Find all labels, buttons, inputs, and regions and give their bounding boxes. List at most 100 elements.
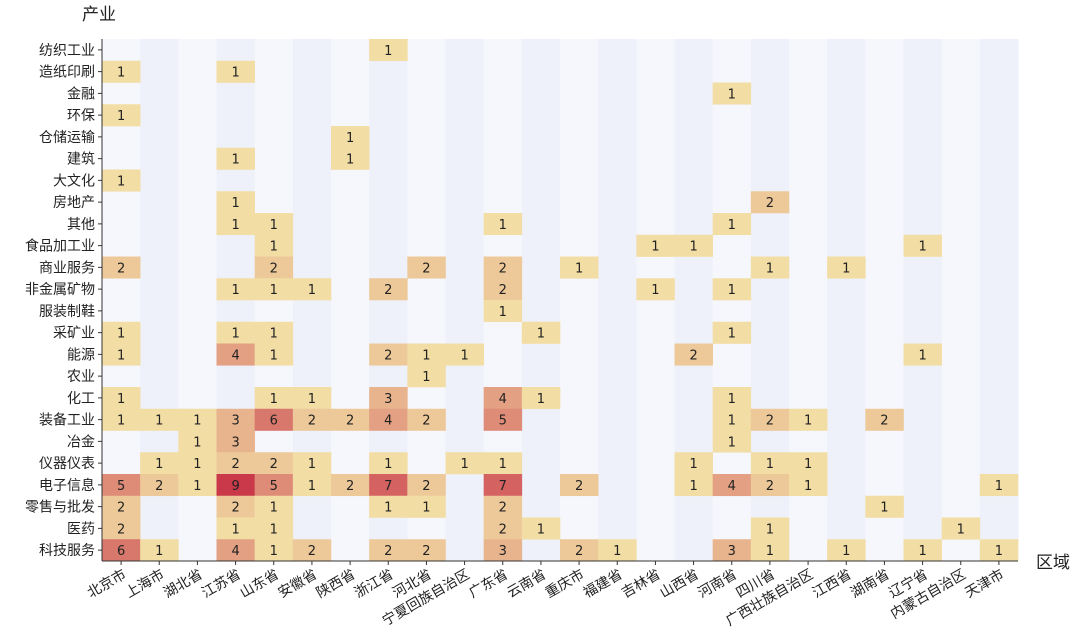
heatmap-cell <box>789 474 828 497</box>
heatmap-cell <box>216 147 255 170</box>
cell-value-label: 1 <box>231 327 239 342</box>
cell-value-label: 4 <box>384 414 392 429</box>
x-tick-label: 广东省 <box>466 567 510 602</box>
heatmap-cell <box>903 343 942 366</box>
heatmap-cell <box>674 234 713 257</box>
y-tick-label: 造纸印刷 <box>39 65 95 81</box>
x-tick-label: 湖北省 <box>161 567 205 602</box>
heatmap-cell <box>292 474 332 497</box>
x-axis-title: 区域 <box>1036 553 1070 573</box>
cell-value-label: 2 <box>346 414 354 429</box>
heatmap-cell <box>254 539 294 562</box>
cell-value-label: 1 <box>995 544 1003 559</box>
heatmap-cell <box>979 539 1019 562</box>
cell-value-label: 2 <box>155 479 163 494</box>
cell-value-label: 2 <box>689 348 697 363</box>
heatmap-cell <box>674 474 713 497</box>
x-tick-label: 云南省 <box>505 567 549 602</box>
heatmap-cell <box>140 474 179 497</box>
heatmap-cell <box>140 452 179 475</box>
cell-value-label: 2 <box>384 348 392 363</box>
heatmap-cell <box>369 343 408 366</box>
heatmap-cell <box>254 387 294 410</box>
cell-value-label: 2 <box>422 479 430 494</box>
cell-value-label: 1 <box>155 457 163 472</box>
heatmap-cell <box>789 408 828 431</box>
cell-value-label: 1 <box>231 283 239 298</box>
heatmap-cell <box>750 474 790 497</box>
cell-value-label: 2 <box>766 414 774 429</box>
heatmap-cell <box>903 539 942 562</box>
y-tick-label: 农业 <box>67 369 95 385</box>
heatmap-cell <box>483 495 523 518</box>
heatmap-cell <box>712 408 752 431</box>
cell-value-label: 1 <box>918 348 926 363</box>
heatmap-cell <box>216 539 255 562</box>
heatmap-cell <box>865 495 904 518</box>
cell-value-label: 1 <box>728 392 736 407</box>
cell-value-labels: 1 1 1 1 1 1 1 1 1 1 2 1 1 1 1 1 1 1 1 2 2 2 2 1 1 1 1 1 1 2 2 1 1 1 1 1 1 1 1 1… <box>117 44 1003 559</box>
cell-value-label: 1 <box>422 370 430 385</box>
heatmap-cell <box>178 408 217 431</box>
heatmap-cell <box>254 408 294 431</box>
heatmap-cell <box>369 387 408 410</box>
column-band <box>865 39 904 561</box>
cell-value-label: 1 <box>766 261 774 276</box>
cell-value-label: 2 <box>270 261 278 276</box>
heatmap-cell <box>292 278 332 301</box>
cell-value-label: 1 <box>117 392 125 407</box>
heatmap-cell <box>292 408 332 431</box>
heatmap-cell <box>369 39 408 62</box>
cell-value-label: 1 <box>117 174 125 189</box>
heatmap-cell <box>254 474 294 497</box>
cell-value-label: 1 <box>537 522 545 537</box>
cell-value-label: 1 <box>384 457 392 472</box>
cell-value-label: 1 <box>270 240 278 255</box>
heatmap-cell <box>331 147 370 170</box>
cell-value-label: 2 <box>270 457 278 472</box>
heatmap-cell <box>903 234 942 257</box>
cell-value-label: 3 <box>231 435 239 450</box>
heatmap-cell <box>102 60 141 83</box>
cell-value-label: 1 <box>957 522 965 537</box>
cell-value-label: 4 <box>231 544 239 559</box>
cell-value-label: 5 <box>270 479 278 494</box>
heatmap-cell <box>254 517 294 540</box>
heatmap-cell <box>712 213 752 236</box>
cell-value-label: 1 <box>499 457 507 472</box>
heatmap-cell <box>598 539 637 562</box>
heatmap-cell <box>216 474 255 497</box>
y-axis-title: 产业 <box>82 5 116 25</box>
cell-value-label: 1 <box>270 218 278 233</box>
heatmap-cell <box>216 452 255 475</box>
heatmap-cell <box>178 430 217 453</box>
heatmap-cell <box>292 452 332 475</box>
cell-value-label: 1 <box>918 544 926 559</box>
y-tick-label: 仓储运输 <box>39 130 95 146</box>
cell-value-label: 2 <box>117 261 125 276</box>
heatmap-cell <box>140 539 179 562</box>
heatmap-cell <box>254 234 294 257</box>
cell-value-label: 1 <box>689 479 697 494</box>
cell-value-label: 1 <box>766 544 774 559</box>
x-tick-label: 吉林省 <box>619 567 663 602</box>
heatmap-cell <box>216 517 255 540</box>
cell-value-label: 2 <box>499 522 507 537</box>
heatmap-cell <box>750 191 790 214</box>
heatmap-cell <box>331 408 370 431</box>
cell-value-label: 1 <box>308 457 316 472</box>
x-axis: 北京市上海市湖北省江苏省山东省安徽省陕西省浙江省河北省宁夏回族自治区广东省云南省… <box>84 560 1018 629</box>
heatmap-cell <box>674 343 713 366</box>
cell-value-label: 2 <box>384 544 392 559</box>
cell-value-label: 1 <box>193 457 201 472</box>
heatmap-cell <box>102 539 141 562</box>
heatmap-cell <box>750 256 790 279</box>
heatmap-cell <box>102 517 141 540</box>
heatmap-cell <box>292 387 332 410</box>
cell-value-label: 1 <box>651 283 659 298</box>
cell-value-label: 7 <box>499 479 507 494</box>
heatmap-cell <box>712 539 752 562</box>
y-tick-label: 建筑 <box>67 152 95 168</box>
heatmap-cell <box>483 387 523 410</box>
